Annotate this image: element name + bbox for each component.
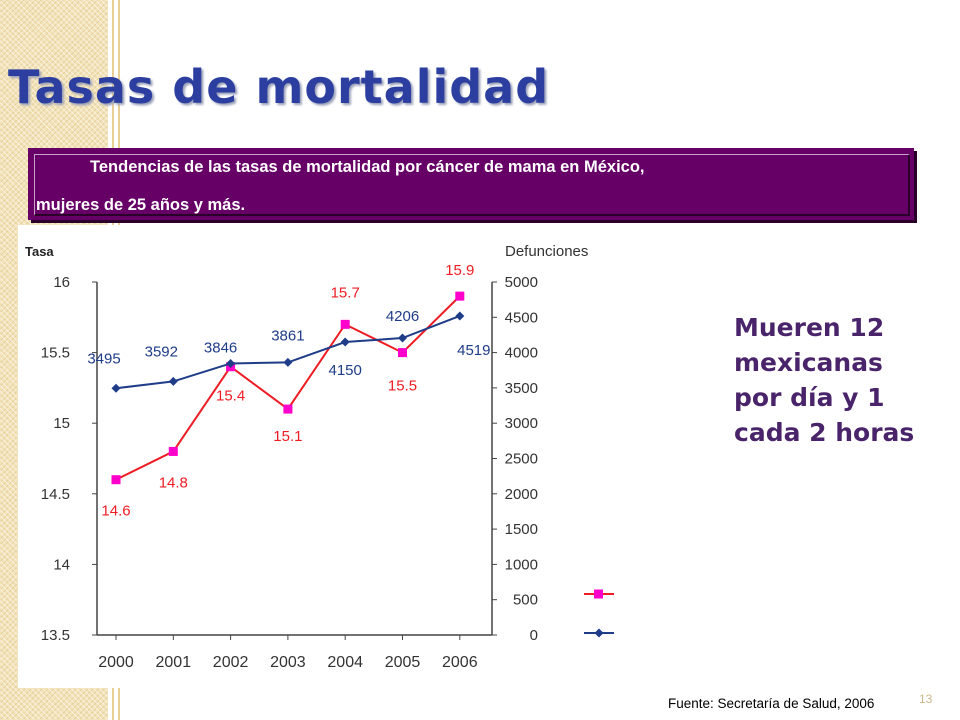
x-tick-label: 2006 [442, 654, 478, 671]
tasa-data-label: 15.4 [216, 388, 245, 405]
right-tick-label: 4000 [505, 345, 538, 362]
left-tick-label: 14.5 [41, 486, 70, 503]
tasa-point [398, 348, 407, 358]
defunciones-data-label: 3495 [87, 350, 120, 367]
tasa-point [283, 404, 293, 414]
tasa-data-label: 15.7 [331, 284, 360, 301]
banner-line-1: Tendencias de las tasas de mortalidad po… [90, 158, 645, 176]
left-axis-title: Tasa [25, 244, 54, 259]
left-tick-label: 13.5 [41, 627, 70, 644]
defunciones-data-label: 4206 [386, 308, 419, 325]
defunciones-point [340, 337, 350, 347]
defunciones-point [283, 357, 293, 367]
legend-tasa-marker [594, 589, 603, 599]
tasa-point [455, 291, 465, 301]
right-tick-label: 3500 [505, 380, 538, 397]
right-tick-label: 2500 [505, 451, 538, 468]
defunciones-point [111, 383, 121, 393]
source-note: Fuente: Secretaría de Salud, 2006 [668, 696, 875, 711]
callout-line-2: mexicanas [734, 348, 883, 377]
tasa-data-label: 15.1 [273, 428, 302, 445]
right-tick-label: 5000 [505, 274, 538, 291]
left-tick-label: 14 [53, 556, 70, 573]
chart-panel: Tasa Defunciones 16 15.5 15 14.5 14 13.5 5000 450… [18, 225, 676, 688]
left-tick-label: 16 [53, 274, 70, 291]
tasa-data-label: 14.6 [101, 503, 130, 520]
defunciones-data-label: 3846 [204, 339, 237, 356]
x-tick-label: 2002 [213, 654, 249, 671]
left-tick-label: 15.5 [41, 345, 70, 362]
x-tick-label: 2000 [98, 654, 134, 671]
tasa-point [111, 475, 121, 485]
x-tick-label: 2003 [270, 654, 306, 671]
defunciones-point [168, 376, 178, 386]
slide-title: Tasas de mortalidad [8, 60, 550, 114]
right-axis-title: Defunciones [505, 243, 588, 260]
banner-frame [34, 154, 910, 216]
right-tick-label: 3000 [505, 415, 538, 432]
callout-line-4: cada 2 horas [734, 418, 915, 447]
right-tick-label: 4500 [505, 309, 538, 326]
right-tick-label: 1500 [505, 521, 538, 538]
defunciones-data-label: 3861 [271, 327, 304, 344]
right-tick-label: 500 [513, 592, 538, 609]
banner-line-2: mujeres de 25 años y más. [36, 196, 246, 214]
defunciones-point [455, 311, 465, 321]
defunciones-data-label: 4519 [457, 342, 490, 359]
tasa-data-label: 14.8 [159, 474, 188, 491]
right-tick-label: 1000 [505, 556, 538, 573]
tasa-data-label: 15.9 [445, 262, 474, 279]
callout-line-3: por día y 1 [734, 383, 885, 412]
mortality-chart: Tasa Defunciones1615.51514.51413.55000450… [25, 243, 614, 671]
defunciones-point [226, 358, 236, 368]
defunciones-data-label: 4150 [329, 362, 362, 379]
defunciones-point [398, 333, 407, 343]
legend-defunciones-marker [594, 628, 604, 638]
page-number: 13 [919, 692, 933, 706]
tasa-point [340, 319, 350, 329]
x-tick-label: 2001 [156, 654, 192, 671]
x-tick-label: 2005 [385, 654, 421, 671]
callout-line-1: Mueren 12 [734, 313, 885, 342]
chart-caption-banner: Tendencias de las tasas de mortalidad po… [28, 148, 914, 220]
defunciones-data-label: 3592 [145, 343, 178, 360]
left-tick-label: 15 [53, 415, 70, 432]
x-tick-label: 2004 [327, 654, 363, 671]
right-tick-label: 2000 [505, 486, 538, 503]
callout-text: Mueren 12 mexicanas por día y 1 cada 2 h… [734, 310, 944, 450]
right-tick-label: 0 [530, 627, 538, 644]
tasa-point [168, 446, 178, 456]
tasa-data-label: 15.5 [388, 378, 417, 395]
